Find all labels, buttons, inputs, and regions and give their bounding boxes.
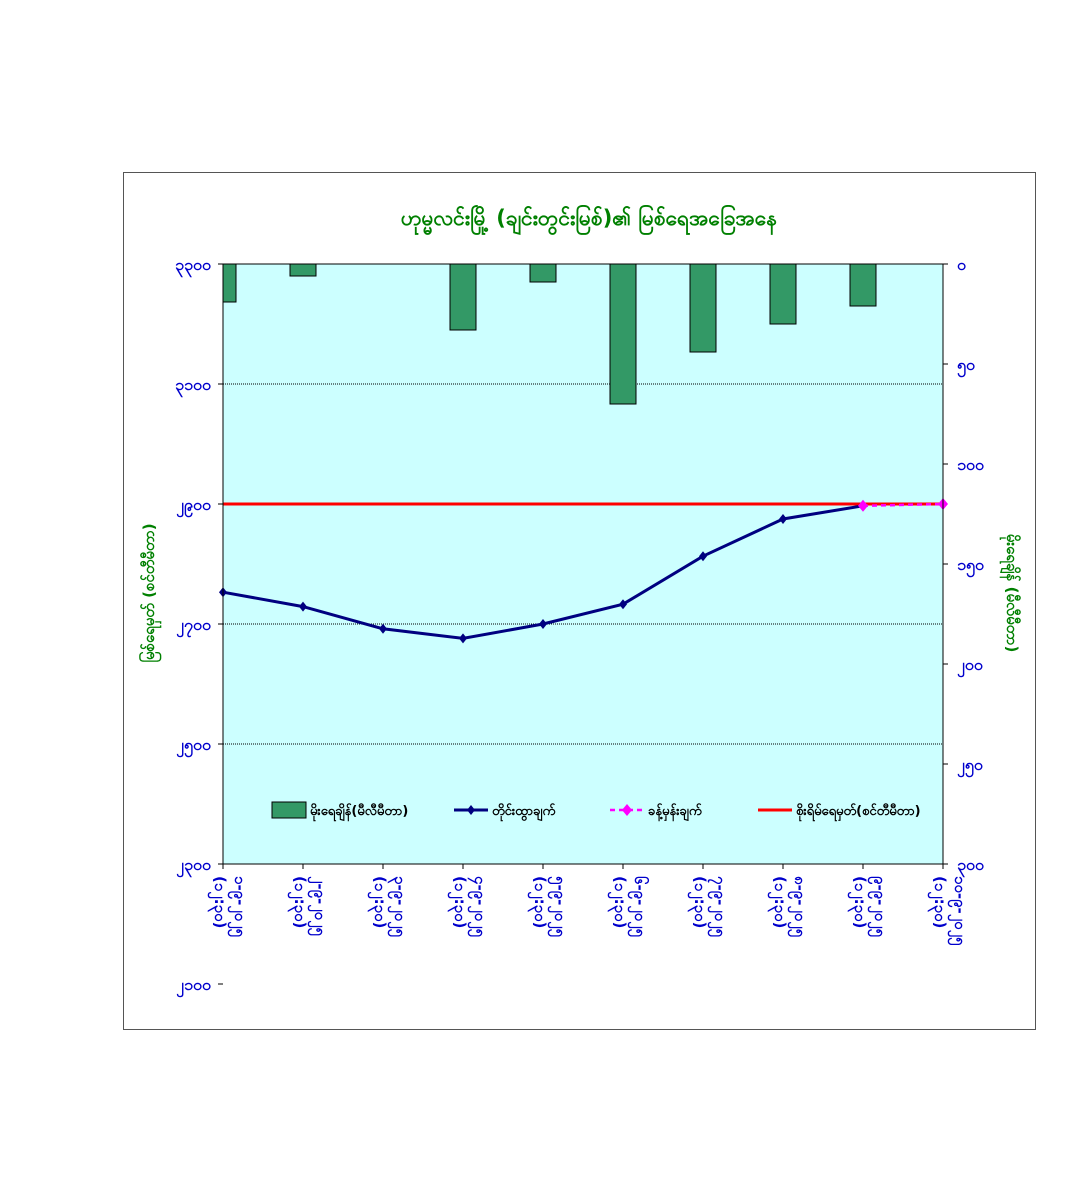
plot-area <box>223 264 943 864</box>
right-tick-label: ၅၀ <box>957 355 975 378</box>
legend: မိုးရေချိန်(မီလီမီတာ) တိုင်းထွာချက် ခန့်မှ… <box>271 801 921 822</box>
x-tick-time-label: (၁၂:၃၀) <box>767 876 789 928</box>
rainfall-bar <box>449 263 477 331</box>
left-tick-label: ၂၉၀၀ <box>176 495 211 518</box>
x-tick-time-label: (၁၂:၃၀) <box>367 876 389 928</box>
right-tick-label: ၁၅၀ <box>957 555 984 578</box>
right-tick-label: ၁၀၀ <box>957 455 984 474</box>
measured-point <box>539 619 547 629</box>
x-tick-time-label: (၁၂:၃၀) <box>447 876 469 928</box>
left-tick-label: ၃၁၀၀ <box>175 375 211 398</box>
measured-point <box>619 599 627 610</box>
rainfall-bar <box>222 263 237 303</box>
chart-frame: ဟုမ္မလင်းမြို့ (ချင်းတွင်းမြစ်)၏ မြစ်ရေအ… <box>123 172 1036 1030</box>
forecast-line <box>862 502 944 508</box>
x-tick-date-label: ၈-၉-၂၀၂၅ <box>787 876 809 938</box>
x-tick-date-label: ၄-၉-၂၀၂၅ <box>467 876 489 938</box>
x-tick-date-label: ၉-၉-၂၀၂၅ <box>867 876 889 938</box>
x-tick-date-label: ၁၀-၉-၂၀၂၅ <box>947 876 969 946</box>
rainfall-bar <box>769 263 797 325</box>
rainfall-bar <box>689 263 717 353</box>
legend-label: တိုင်းထွာချက် <box>492 802 555 822</box>
x-tick-time-label: (၁၂:၃၀) <box>607 876 629 928</box>
x-axis-ticks: ၁-၉-၂၀၂၅(၁၂:၃၀) ၂-၉-၂၀၂၅(၁၂:၃၀) ၃-၉-၂၀၂၅(၁… <box>207 876 969 946</box>
x-tick-time-label: (၁၂:၃၀) <box>527 876 549 928</box>
chart-svg: ဟုမ္မလင်းမြို့ (ချင်းတွင်းမြစ်)၏ မြစ်ရေအ… <box>138 203 1022 998</box>
right-axis-label: မိုးရေချိန် (မီလီမီတာ) <box>999 534 1022 653</box>
left-tick-label: ၂၇၀၀ <box>176 615 211 638</box>
right-tick-label: ၀ <box>957 255 966 274</box>
legend-marker-measured <box>467 805 475 815</box>
right-tick-label: ၂၀၀ <box>957 655 983 678</box>
chart-title: ဟုမ္မလင်းမြို့ (ချင်းတွင်းမြစ်)၏ မြစ်ရေအ… <box>401 203 777 236</box>
left-tick-label: ၂၃၀၀ <box>176 855 211 878</box>
measured-point <box>299 601 307 612</box>
x-tick-time-label: (၁၂:၃၀) <box>687 876 709 928</box>
x-tick-date-label: ၅-၉-၂၀၂၅ <box>547 876 569 938</box>
legend-label: ခန့်မှန်းချက် <box>648 802 702 822</box>
left-tick-label: ၂၅၀၀ <box>176 735 211 758</box>
rainfall-bar <box>529 263 557 283</box>
legend-marker-forecast <box>622 804 632 816</box>
measured-point <box>379 623 387 634</box>
x-tick-date-label: ၃-၉-၂၀၂၅ <box>387 876 409 938</box>
measured-point <box>699 551 707 562</box>
legend-label: မိုးရေချိန်(မီလီမီတာ) <box>310 802 408 822</box>
legend-label: စိုးရိမ်ရေမှတ်(စင်တီမီတာ) <box>796 802 921 822</box>
axes <box>218 263 948 985</box>
x-tick-date-label: ၁-၉-၂၀၂၅ <box>227 876 249 938</box>
legend-swatch-rainfall <box>271 801 307 819</box>
rainfall-bars <box>222 263 877 405</box>
left-tick-label: ၂၁၀၀ <box>176 975 211 998</box>
forecast-point <box>858 499 868 512</box>
rainfall-bar <box>849 263 877 307</box>
rainfall-bar <box>609 263 637 405</box>
x-tick-date-label: ၂-၉-၂၀၂၅ <box>307 876 329 936</box>
x-tick-date-label: ၆-၉-၂၀၂၅ <box>627 876 650 938</box>
x-tick-time-label: (၁၂:၃၀) <box>287 876 309 928</box>
series-lines <box>219 498 948 644</box>
measured-point <box>779 514 787 524</box>
left-tick-label: ၃၃၀၀ <box>175 255 211 278</box>
x-tick-time-label: (၁၂:၃၀) <box>927 876 949 928</box>
x-tick-time-label: (၁၂:၃၀) <box>207 876 229 928</box>
left-axis-label: မြစ်ရေမှတ် (စင်တီမီတာ) <box>138 523 162 662</box>
measured-point <box>459 633 467 644</box>
x-tick-date-label: ၇-၉-၂၀၂၅ <box>707 876 729 938</box>
right-tick-label: ၂၅၀ <box>957 755 983 778</box>
x-tick-time-label: (၁၂:၃၀) <box>847 876 869 928</box>
right-tick-label: ၃၀၀ <box>957 855 984 878</box>
rainfall-bar <box>289 263 317 277</box>
